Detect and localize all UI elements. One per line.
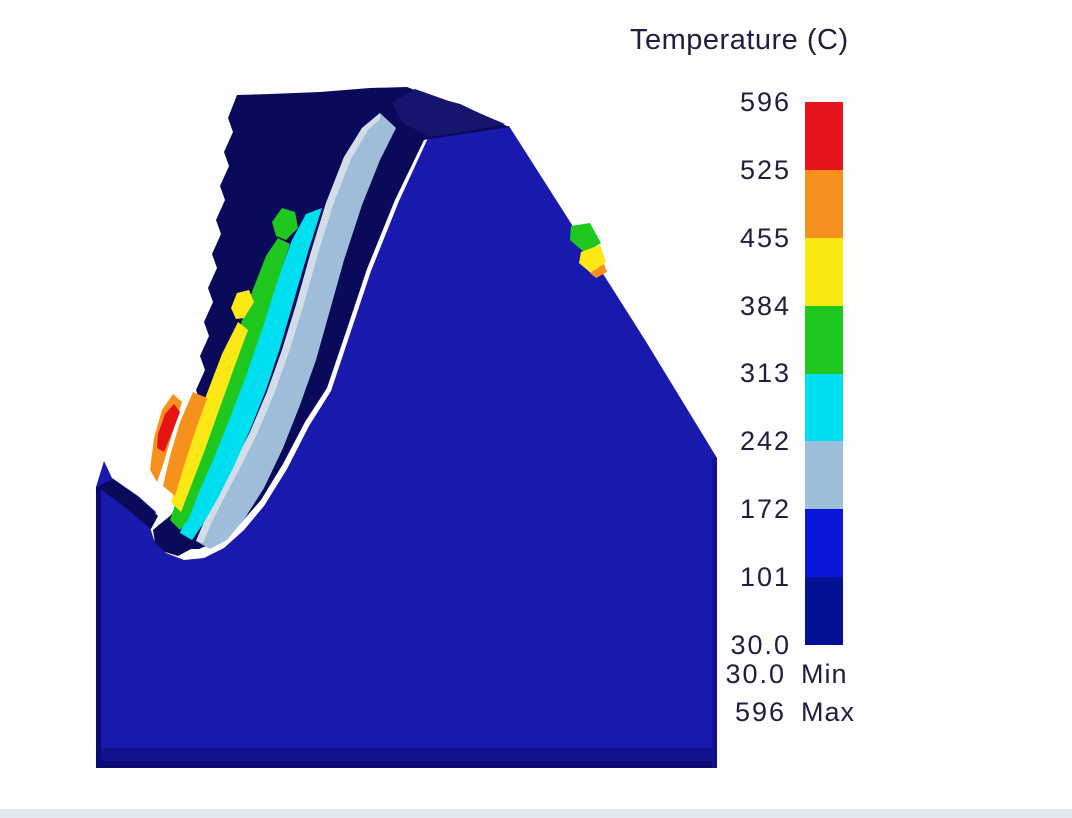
legend-colorbar xyxy=(805,102,843,645)
body-right-edge xyxy=(712,458,717,768)
hot-spot-red xyxy=(157,404,180,452)
edge-spot-green xyxy=(570,223,601,253)
legend-swatch-blue xyxy=(805,509,843,578)
footer-strip xyxy=(0,809,1072,818)
legend-tick-101: 101 xyxy=(739,562,791,592)
legend-swatch-yellow xyxy=(805,237,843,306)
surface-shadow-wedge xyxy=(98,479,158,529)
min-value-label: 30.0 xyxy=(725,659,786,689)
legend-tick-242: 242 xyxy=(739,426,791,456)
legend-tick-525: 525 xyxy=(739,155,791,185)
max-value-label: 596 xyxy=(734,697,786,727)
legend-swatch-red xyxy=(805,102,843,170)
body-left-edge xyxy=(96,487,101,768)
legend-title: Temperature (C) xyxy=(630,24,849,56)
legend-tick-596: 596 xyxy=(739,87,791,117)
max-text-label: Max xyxy=(801,697,856,727)
contact-band-yellow xyxy=(171,322,248,512)
contact-band-yellow-bump xyxy=(231,290,254,319)
edge-spot-yellow xyxy=(579,245,606,274)
contact-band-cyan xyxy=(180,208,322,540)
legend-tick-384: 384 xyxy=(739,291,791,321)
fold-highlight xyxy=(392,89,505,137)
legend-swatch-lightblue xyxy=(805,441,843,510)
edge-spot-orange xyxy=(590,264,607,278)
legend-tick-172: 172 xyxy=(739,494,791,524)
legend-swatch-cyan xyxy=(805,373,843,442)
legend-tick-30: 30.0 xyxy=(730,630,791,660)
workpiece-tool-body xyxy=(96,126,717,768)
contact-band-orange xyxy=(163,392,207,496)
legend-tick-455: 455 xyxy=(739,223,791,253)
body-bottom-edge xyxy=(96,761,717,768)
legend-swatch-navy xyxy=(805,577,843,645)
min-text-label: Min xyxy=(801,659,848,689)
legend-swatch-orange xyxy=(805,169,843,238)
legend-swatch-green xyxy=(805,305,843,374)
contact-band-green-blob xyxy=(272,208,298,240)
legend-tick-313: 313 xyxy=(739,358,791,388)
